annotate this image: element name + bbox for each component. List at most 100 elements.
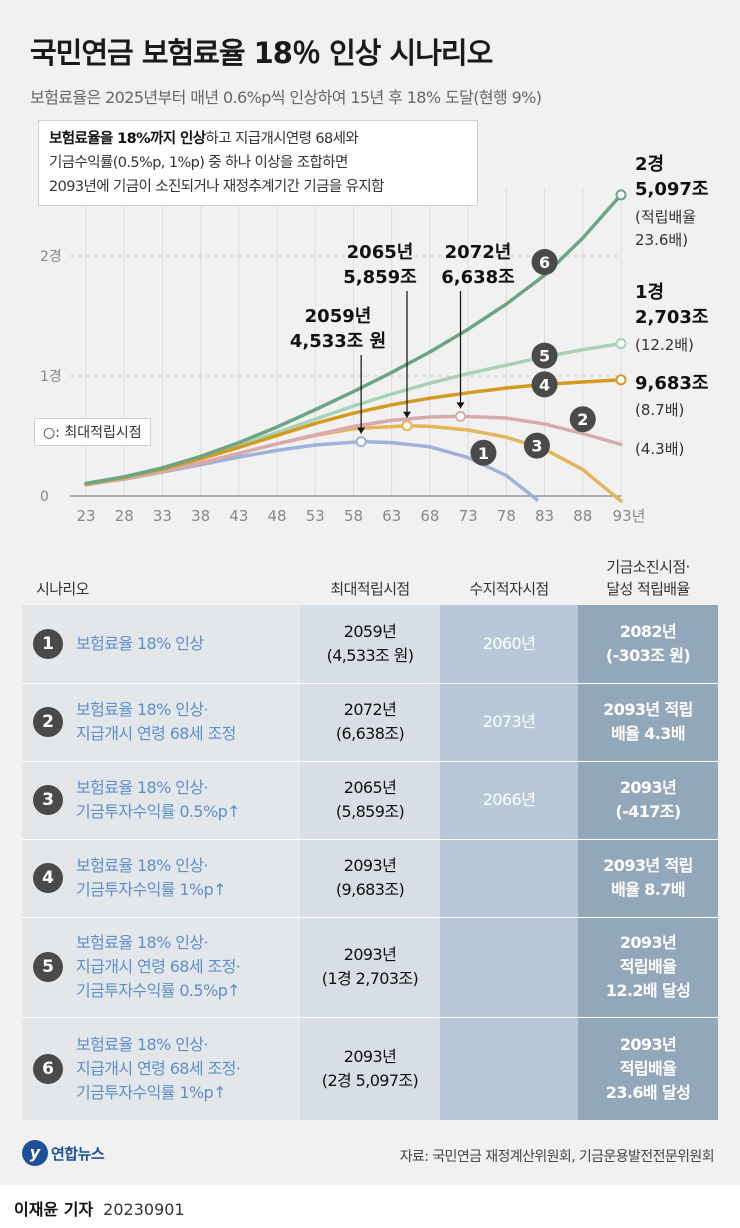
deficit-cell-line: 2060년 <box>482 634 536 653</box>
peak-cell: 2093년 (1경 2,703조) <box>300 943 440 991</box>
col-bg-deficit <box>440 605 578 1120</box>
series-badge-label-6: 6 <box>539 253 550 272</box>
row-divider <box>22 839 718 840</box>
end-label-value: 2,703조 <box>635 307 709 328</box>
scenario-name-line: 기금투자수익률 1%p↑ <box>76 1082 226 1102</box>
peak-annotation-2072: 6,638조 <box>441 267 515 288</box>
header-scenario: 시나리오 <box>36 580 89 598</box>
scenario-name-line: 기금투자수익률 1%p↑ <box>76 880 226 899</box>
credit: 이재윤 기자 20230901 <box>14 1196 185 1220</box>
table-row: 3 보험료율 18% 인상· 기금투자수익률 0.5%p↑ 2065년 (5,859조)… <box>22 761 718 839</box>
col-bg-scenario <box>22 605 300 1120</box>
depletion-cell: 2082년 (-303조 원) <box>578 620 718 668</box>
peak-marker-3 <box>401 420 413 432</box>
peak-cell: 2065년 (5,859조) <box>300 776 440 824</box>
peak-annotation-2065: 2065년 <box>347 242 414 263</box>
table-row: 2 보험료율 18% 인상· 지급개시 연령 68세 조정 2072년 (6,638조)… <box>22 683 718 761</box>
scenario-name-line: 보험료율 18% 인상· <box>76 933 209 952</box>
y-tick-label: 2경 <box>40 249 62 265</box>
chart-note: 보험료율을 18%까지 인상하고 지급개시연령 68세와 기금수익률(0.5%p… <box>38 120 478 206</box>
x-tick-label: 58 <box>344 507 363 525</box>
peak-cell: 2093년 (9,683조) <box>300 854 440 902</box>
note-line-3: 2093년에 기금이 소진되거나 재정추계기간 기금을 유지함 <box>49 179 384 195</box>
x-tick-label: 63 <box>382 507 401 525</box>
scenario-name-line: 지급개시 연령 68세 조정 <box>76 724 236 743</box>
depletion-cell-line: 2093년 <box>619 1034 677 1054</box>
row-divider <box>22 1017 718 1018</box>
peak-cell-line: (5,859조) <box>335 802 405 821</box>
peak-cell-line: 2093년 <box>343 1046 397 1066</box>
peak-cell-line: 2093년 <box>343 945 397 964</box>
note-line-1: 보험료율을 18%까지 인상하고 지급개시연령 68세와 <box>49 127 467 151</box>
header-depletion-line-2: 달성 적립배율 <box>606 580 690 598</box>
scenario-number: 5 <box>33 952 63 982</box>
peak-cell: 2072년 (6,638조) <box>300 698 440 746</box>
deficit-cell: 2066년 <box>440 788 578 812</box>
series-badge-3 <box>523 432 550 459</box>
x-tick-label: 48 <box>268 507 287 525</box>
scenario-number: 2 <box>33 707 63 737</box>
row-divider <box>22 917 718 918</box>
deficit-cell: 2073년 <box>440 710 578 734</box>
peak-marker-5 <box>615 338 627 350</box>
page-title: 국민연금 보험료율 18％ 인상 시나리오 <box>30 36 493 70</box>
x-tick-label: 78 <box>497 507 516 525</box>
y-tick-label: 1경 <box>40 369 62 385</box>
peak-cell-line: (1경 2,703조) <box>321 969 419 988</box>
peak-cell-line: 2059년 <box>343 622 397 641</box>
peak-cell-line: 2065년 <box>343 778 397 797</box>
depletion-cell-line: (-417조) <box>615 802 681 821</box>
legend-label: ○: 최대적립시점 <box>43 425 142 441</box>
annotation-arrow-head <box>357 427 366 434</box>
deficit-cell: 2060년 <box>440 632 578 656</box>
scenario-name-line: 보험료율 18% 인상· <box>76 700 209 719</box>
logo-text: 연합뉴스 <box>51 1144 105 1163</box>
scenario-number: 6 <box>33 1053 63 1084</box>
end-label-ratio: (4.3배) <box>635 440 684 458</box>
x-tick-label: 73 <box>459 507 478 525</box>
depletion-cell-line: 적립배율 <box>619 1058 677 1078</box>
peak-cell: 2059년 (4,533조 원) <box>300 620 440 668</box>
peak-cell-line: 2093년 <box>343 856 397 875</box>
peak-annotation-2072: 2072년 <box>445 242 512 263</box>
note-highlight: 보험료율을 18%까지 인상 <box>49 131 206 147</box>
note-line-1-rest: 하고 지급개시연령 68세와 <box>205 131 359 147</box>
end-label-value: 2경 <box>635 154 664 175</box>
series-badge-5 <box>531 342 558 369</box>
series-badge-6 <box>531 249 558 275</box>
peak-marker-6 <box>615 189 627 201</box>
end-label-value: 1경 <box>635 282 664 303</box>
scenario-name: 보험료율 18% 인상· 지급개시 연령 68세 조정 <box>76 698 236 746</box>
table-row: 1 보험료율 18% 인상 2059년 (4,533조 원) 2060년 2082년 (-3… <box>22 605 718 683</box>
scenario-name: 보험료율 18% 인상· 기금투자수익률 0.5%p↑ <box>76 776 241 824</box>
depletion-cell-line: 배율 8.7배 <box>611 880 685 899</box>
x-tick-label: 33 <box>153 507 172 525</box>
scenario-name: 보험료율 18% 인상· 지급개시 연령 68세 조정· 기금투자수익률 1%p↑ <box>76 1033 241 1105</box>
scenario-number: 3 <box>33 785 63 815</box>
scenario-name-line: 보험료율 18% 인상 <box>76 634 204 653</box>
depletion-cell-line: (-303조 원) <box>605 646 691 665</box>
table-row: 5 보험료율 18% 인상· 지급개시 연령 68세 조정· 기금투자수익률 0.5%… <box>22 917 718 1017</box>
series-line-2 <box>84 414 623 487</box>
depletion-cell-line: 2093년 적립 <box>603 700 693 719</box>
x-tick-label: 43 <box>229 507 248 525</box>
scenario-number: 1 <box>33 629 63 659</box>
header-deficit: 수지적자시점 <box>469 580 549 598</box>
scenario-name: 보험료율 18% 인상· 기금투자수익률 1%p↑ <box>76 854 226 902</box>
table-row: 4 보험료율 18% 인상· 기금투자수익률 1%p↑ 2093년 (9,683조) 20… <box>22 839 718 917</box>
end-label-ratio: (적립배율 <box>635 208 696 226</box>
depletion-cell-line: 배율 4.3배 <box>611 724 685 743</box>
end-label-ratio: (12.2배) <box>635 336 694 354</box>
depletion-cell: 2093년 적립배율 23.6배 달성 <box>578 1033 718 1105</box>
reporter: 이재윤 기자 <box>14 1200 94 1219</box>
date: 20230901 <box>103 1200 185 1219</box>
table-row: 6 보험료율 18% 인상· 지급개시 연령 68세 조정· 기금투자수익률 1%p↑… <box>22 1017 718 1120</box>
depletion-cell-line: 2093년 적립 <box>603 856 693 875</box>
depletion-cell-line: 2093년 <box>619 933 677 952</box>
scenario-name-line: 지급개시 연령 68세 조정· <box>76 957 241 976</box>
logo: y 연합뉴스 <box>22 1140 105 1168</box>
x-tick-label: 53 <box>306 507 325 525</box>
depletion-cell-line: 2082년 <box>619 622 677 641</box>
